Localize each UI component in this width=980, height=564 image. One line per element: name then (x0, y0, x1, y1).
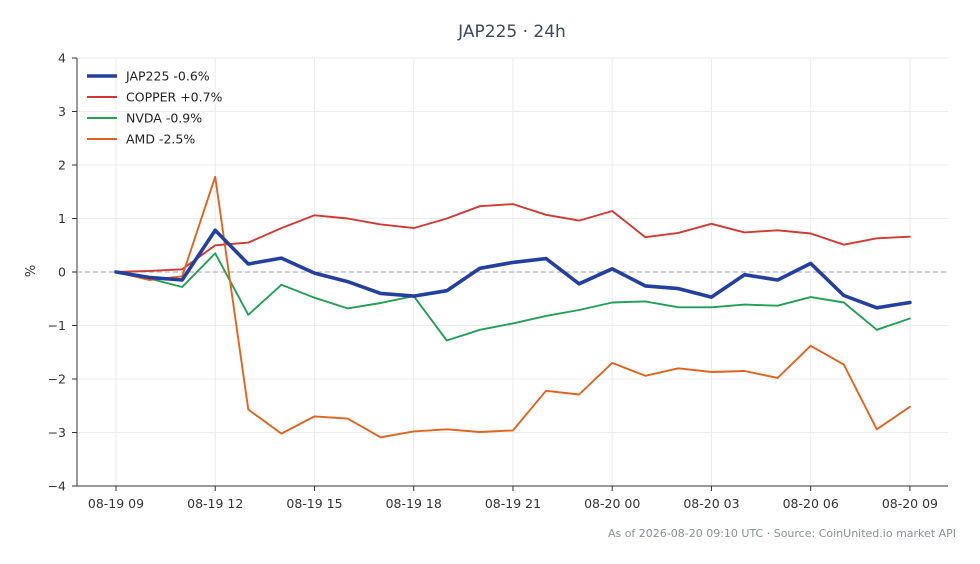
y-axis-ticks: −4 −3 −2 −1 0 1 2 3 4 (48, 51, 77, 494)
y-tick-label: 2 (58, 158, 66, 173)
x-tick-label: 08-20 03 (683, 496, 739, 511)
x-tick-label: 08-20 06 (783, 496, 839, 511)
y-tick-label: −4 (48, 479, 66, 494)
chart-title: JAP225 · 24h (457, 22, 566, 42)
x-tick-label: 08-19 09 (88, 496, 144, 511)
x-tick-label: 08-19 21 (485, 496, 541, 511)
source-footnote: As of 2026-08-20 09:10 UTC · Source: Coi… (608, 527, 956, 540)
series-line-copper (115, 203, 911, 273)
legend-label-amd: AMD -2.5% (126, 132, 195, 147)
y-tick-label: −1 (48, 318, 66, 333)
y-tick-label: 3 (58, 104, 66, 119)
x-tick-label: 08-20 09 (882, 496, 938, 511)
x-tick-label: 08-19 12 (187, 496, 243, 511)
legend: JAP225 -0.6% COPPER +0.7% NVDA -0.9% AMD -2… (87, 69, 223, 147)
y-tick-label: −2 (48, 372, 66, 387)
x-tick-label: 08-20 00 (584, 496, 640, 511)
series-line-nvda (115, 252, 911, 342)
x-tick-label: 08-19 15 (286, 496, 342, 511)
legend-label-copper: COPPER +0.7% (126, 90, 223, 105)
x-axis-ticks: 08-19 09 08-19 12 08-19 15 08-19 18 08-19 21… (88, 486, 938, 511)
x-tick-label: 08-19 18 (386, 496, 442, 511)
series-lines (114, 175, 912, 439)
legend-label-jap225: JAP225 -0.6% (125, 69, 210, 84)
y-tick-label: −3 (48, 425, 66, 440)
legend-label-nvda: NVDA -0.9% (126, 111, 202, 126)
y-tick-label: 0 (58, 265, 66, 280)
y-tick-label: 4 (58, 51, 66, 66)
y-axis-label: % (24, 265, 39, 277)
series-line-jap225 (114, 228, 912, 310)
series-line-amd (115, 175, 911, 439)
y-tick-label: 1 (58, 211, 66, 226)
